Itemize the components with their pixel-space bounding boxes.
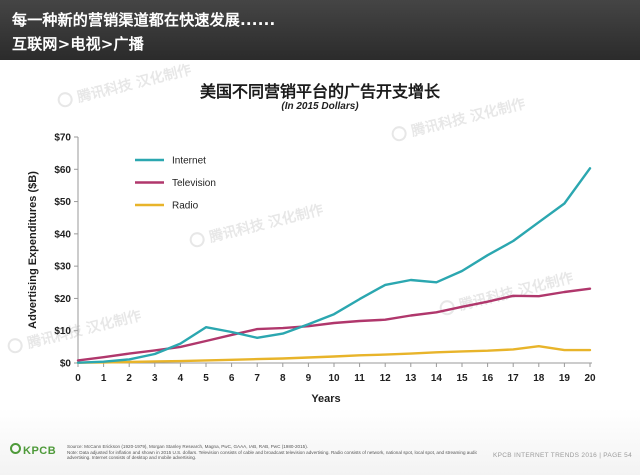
x-tick-label: 0: [75, 373, 81, 384]
x-tick-label: 11: [354, 373, 365, 384]
y-tick-label: $10: [54, 326, 71, 337]
legend-item-television: Television: [135, 178, 216, 189]
x-tick-label: 16: [482, 373, 494, 384]
series-line-internet: [76, 167, 592, 364]
series-lines: [76, 167, 592, 364]
legend-label: Internet: [172, 156, 206, 167]
x-tick-label: 9: [306, 373, 312, 384]
legend-label: Television: [172, 178, 216, 189]
x-tick-label: 3: [152, 373, 158, 384]
series-line-radio: [76, 345, 592, 364]
y-axis-ticks: $0 $10 $20 $30 $40 $50 $60 $70: [54, 133, 78, 370]
x-axis-title: Years: [311, 393, 340, 405]
legend-item-radio: Radio: [135, 201, 199, 212]
x-tick-label: 15: [456, 373, 468, 384]
header-title: 每一种新的营销渠道都在快速发展......: [12, 11, 276, 29]
kpcb-logo: KPCB: [10, 443, 56, 457]
y-tick-label: $0: [60, 359, 72, 370]
y-axis-title: Advertising Expenditures ($B): [27, 171, 39, 329]
x-tick-label: 5: [203, 373, 209, 384]
x-tick-label: 18: [533, 373, 545, 384]
source-line: advertising. Internet consists of deskto…: [67, 455, 197, 461]
x-tick-label: 10: [328, 373, 340, 384]
y-tick-label: $50: [54, 197, 71, 208]
x-tick-label: 4: [178, 373, 184, 384]
slide-header: 每一种新的营销渠道都在快速发展...... 互联网>电视>广播: [0, 0, 640, 60]
legend: Internet Television Radio: [135, 156, 216, 212]
x-tick-label: 12: [380, 373, 392, 384]
x-tick-label: 17: [508, 373, 520, 384]
y-tick-label: $30: [54, 262, 71, 273]
x-tick-label: 13: [405, 373, 417, 384]
x-tick-label: 14: [431, 373, 443, 384]
source-line: Source: McCann Erickson (1920-1979), Mor…: [67, 444, 309, 449]
y-tick-label: $60: [54, 165, 71, 176]
header-subtitle: 互联网>电视>广播: [12, 35, 144, 53]
source-line: Note: Data adjusted for inflation and sh…: [67, 449, 477, 455]
kpcb-logo-mark-icon: [10, 443, 21, 454]
x-tick-label: 2: [126, 373, 132, 384]
kpcb-logo-text: KPCB: [23, 445, 57, 457]
x-axis-ticks: 0 1 2 3 4 5 6 7 8 9 10 11 12 13 14 15 16 17 18 19 20: [75, 363, 596, 384]
y-tick-label: $70: [54, 133, 71, 144]
x-tick-label: 7: [254, 373, 260, 384]
x-tick-label: 8: [280, 373, 286, 384]
y-tick-label: $40: [54, 229, 71, 240]
x-tick-label: 1: [101, 373, 107, 384]
source-note: Source: McCann Erickson (1920-1979), Mor…: [67, 444, 477, 461]
x-tick-label: 20: [584, 373, 596, 384]
legend-item-internet: Internet: [135, 156, 206, 167]
x-tick-label: 6: [229, 373, 235, 384]
series-line-television: [76, 287, 592, 362]
x-tick-label: 19: [559, 373, 571, 384]
chart-subtitle: (In 2015 Dollars): [281, 101, 359, 112]
y-tick-label: $20: [54, 294, 71, 305]
chart-title: 美国不同营销平台的广告开支增长: [199, 82, 440, 101]
legend-label: Radio: [172, 201, 199, 212]
page-label: KPCB INTERNET TRENDS 2016 | PAGE 54: [493, 452, 632, 459]
